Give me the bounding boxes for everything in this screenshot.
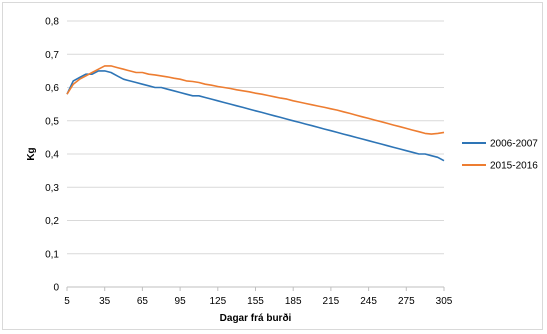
y-tick-label: 0,1: [45, 249, 59, 260]
legend-label: 2006-2007: [490, 139, 538, 150]
x-tick-label: 65: [137, 296, 149, 307]
x-tick-label: 305: [436, 296, 453, 307]
x-tick-label: 35: [99, 296, 111, 307]
legend-label: 2015-2016: [490, 161, 538, 172]
x-tick-label: 125: [209, 296, 226, 307]
x-tick-label: 215: [323, 296, 340, 307]
axes: 0 0,1 0,2 0,3 0,4 0,5 0,6 0,7 0,8 5 35 65 95 125 155 18…: [45, 17, 453, 308]
y-tick-label: 0,3: [45, 183, 59, 194]
line-chart: 0 0,1 0,2 0,3 0,4 0,5 0,6 0,7 0,8 5 35 65 95 125 155 18…: [26, 17, 538, 325]
x-tick-label: 95: [175, 296, 187, 307]
grid-lines: [67, 20, 444, 288]
x-tick-label: 275: [398, 296, 415, 307]
y-axis-title: Kg: [26, 147, 37, 160]
x-tick-label: 5: [64, 296, 70, 307]
x-axis-title: Dagar frá burði: [220, 312, 292, 324]
x-tick-label: 155: [247, 296, 264, 307]
y-tick-label: 0,6: [45, 83, 59, 94]
series-lines: [66, 65, 445, 162]
y-tick-label: 0,4: [45, 150, 59, 161]
y-tick-label: 0,8: [45, 17, 59, 28]
legend: 2006-2007 2015-2016: [462, 139, 538, 172]
series-line: [66, 70, 445, 162]
x-tick-label: 185: [285, 296, 302, 307]
y-tick-label: 0,5: [45, 116, 59, 127]
y-tick-label: 0: [53, 283, 59, 294]
y-tick-label: 0,2: [45, 216, 59, 227]
y-tick-label: 0,7: [45, 50, 59, 61]
chart-frame: 0 0,1 0,2 0,3 0,4 0,5 0,6 0,7 0,8 5 35 65 95 125 155 18…: [2, 2, 543, 330]
series-line: [66, 65, 445, 135]
x-tick-label: 245: [360, 296, 377, 307]
